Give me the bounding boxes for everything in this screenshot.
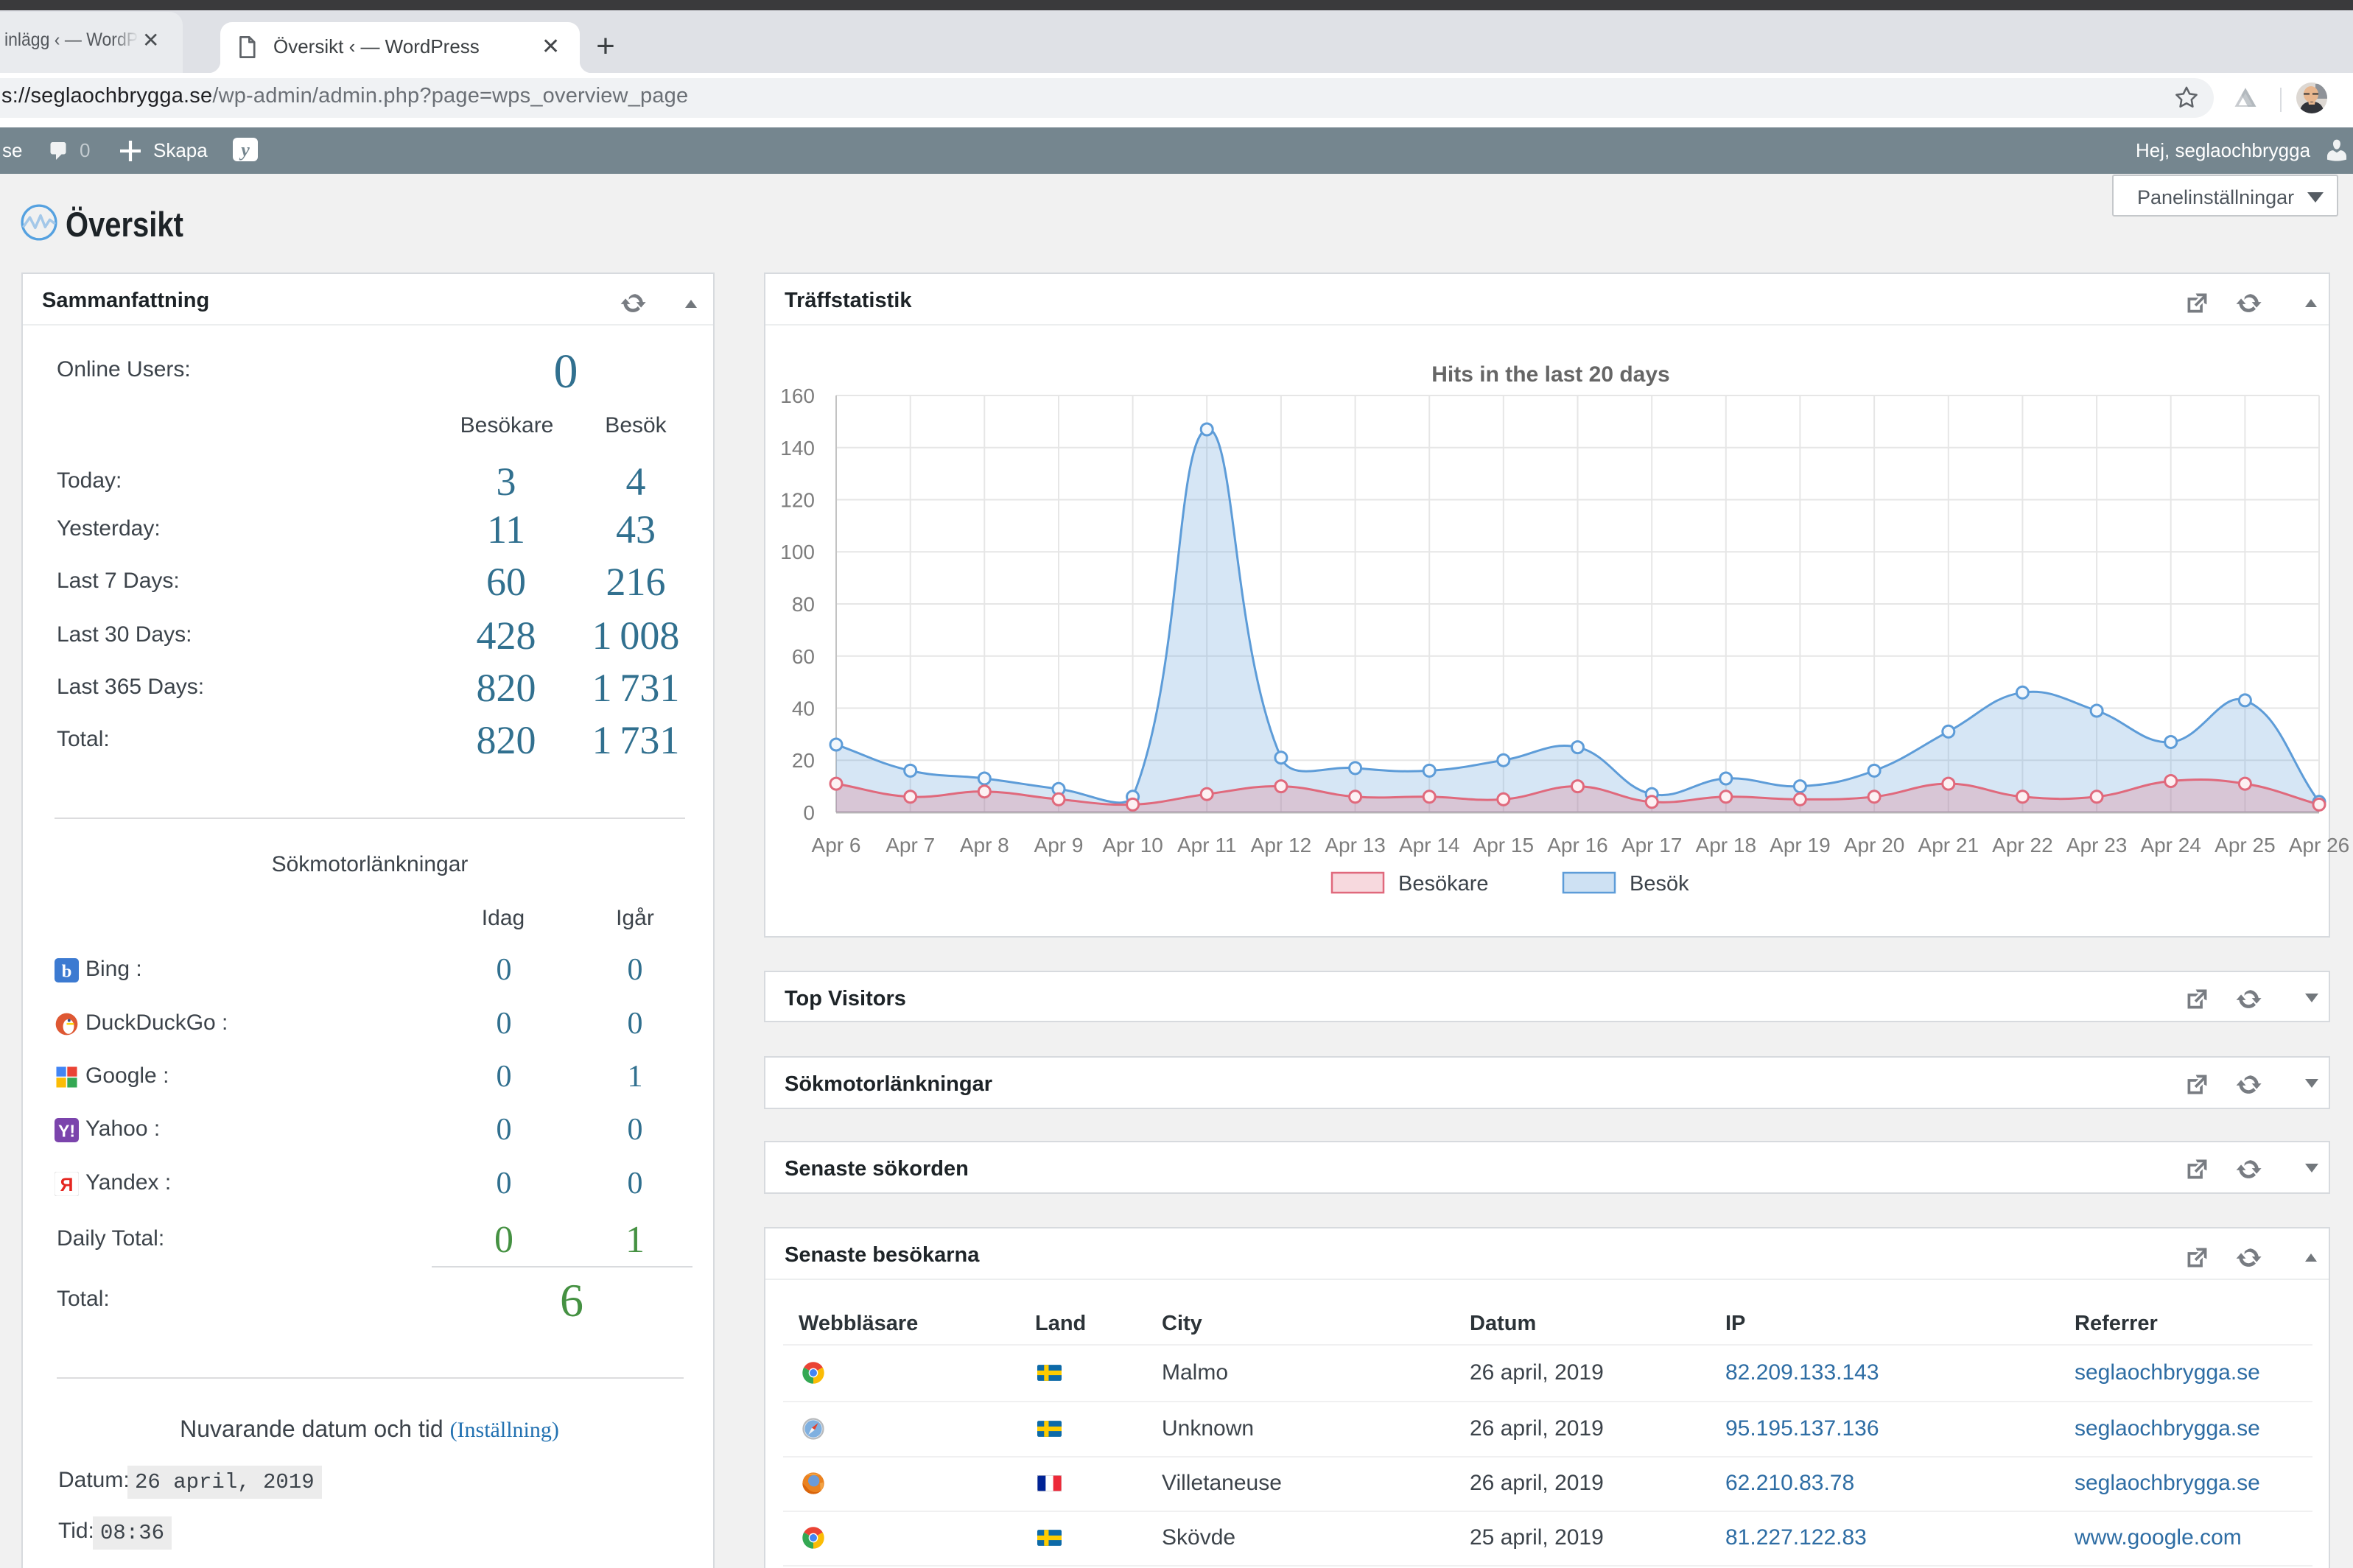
svg-text:Apr 20: Apr 20	[1844, 834, 1905, 857]
svg-text:Apr 14: Apr 14	[1399, 834, 1460, 857]
svg-text:Besökare: Besökare	[1398, 872, 1489, 896]
svg-text:Besök: Besök	[1630, 872, 1689, 896]
svg-text:0: 0	[803, 801, 815, 824]
svg-text:Apr 26: Apr 26	[2289, 834, 2350, 857]
svg-text:Apr 23: Apr 23	[2066, 834, 2128, 857]
svg-text:Apr 6: Apr 6	[812, 834, 861, 857]
svg-text:160: 160	[780, 384, 815, 407]
svg-text:Apr 12: Apr 12	[1251, 834, 1312, 857]
svg-text:Apr 9: Apr 9	[1034, 834, 1084, 857]
svg-text:Apr 18: Apr 18	[1696, 834, 1757, 857]
svg-text:Apr 25: Apr 25	[2215, 834, 2276, 857]
svg-text:b: b	[62, 962, 72, 982]
svg-text:Apr 7: Apr 7	[886, 834, 935, 857]
svg-text:140: 140	[780, 437, 815, 460]
svg-text:Apr 24: Apr 24	[2140, 834, 2201, 857]
svg-text:y: y	[239, 139, 250, 161]
svg-text:Apr 11: Apr 11	[1177, 834, 1236, 857]
svg-text:80: 80	[792, 593, 815, 616]
svg-text:Apr 17: Apr 17	[1621, 834, 1683, 857]
svg-text:Y!: Y!	[58, 1122, 75, 1141]
svg-text:120: 120	[780, 489, 815, 512]
svg-text:Я: Я	[60, 1175, 74, 1195]
svg-text:Apr 10: Apr 10	[1102, 834, 1163, 857]
svg-text:100: 100	[780, 541, 815, 563]
svg-text:Apr 19: Apr 19	[1770, 834, 1831, 857]
svg-text:20: 20	[792, 749, 815, 772]
svg-text:Apr 13: Apr 13	[1325, 834, 1386, 857]
svg-text:Apr 8: Apr 8	[960, 834, 1009, 857]
svg-text:Apr 16: Apr 16	[1547, 834, 1608, 857]
svg-text:60: 60	[792, 645, 815, 668]
svg-text:Apr 21: Apr 21	[1918, 834, 1979, 857]
svg-text:Hits in the last 20 days: Hits in the last 20 days	[1431, 362, 1669, 387]
svg-text:Apr 22: Apr 22	[1992, 834, 2053, 857]
svg-text:Apr 15: Apr 15	[1473, 834, 1535, 857]
svg-text:40: 40	[792, 697, 815, 720]
